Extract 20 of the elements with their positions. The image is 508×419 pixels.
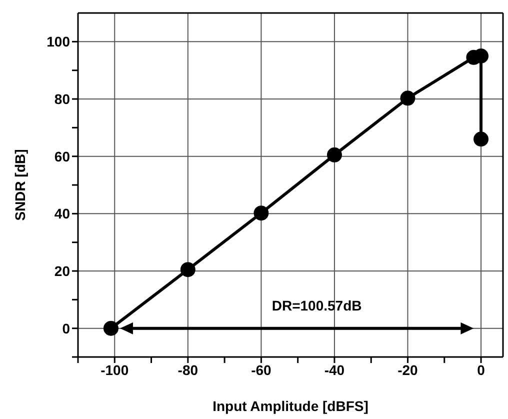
point: [254, 206, 269, 221]
y-tick-label: 60: [54, 148, 70, 164]
x-tick-label: -80: [178, 362, 198, 378]
x-axis-title: Input Amplitude [dBFS]: [212, 398, 368, 414]
y-tick-label: 40: [54, 206, 70, 222]
point: [103, 320, 118, 336]
point: [326, 147, 342, 162]
point: [474, 132, 489, 147]
point: [400, 90, 416, 106]
x-tick-label: 0: [477, 362, 486, 378]
x-tick-label: -100: [100, 362, 129, 378]
y-tick-label: 0: [62, 320, 70, 336]
point: [180, 262, 196, 278]
x-tick-label: -40: [324, 362, 345, 378]
y-tick-label: 20: [54, 262, 70, 279]
y-axis-title: SNDR [dB]: [12, 149, 28, 221]
x-tick-label: -60: [251, 362, 272, 378]
x-tick-label: -20: [398, 362, 418, 378]
y-tick-label: 80: [54, 90, 70, 107]
y-tick-label: 100: [46, 34, 70, 50]
